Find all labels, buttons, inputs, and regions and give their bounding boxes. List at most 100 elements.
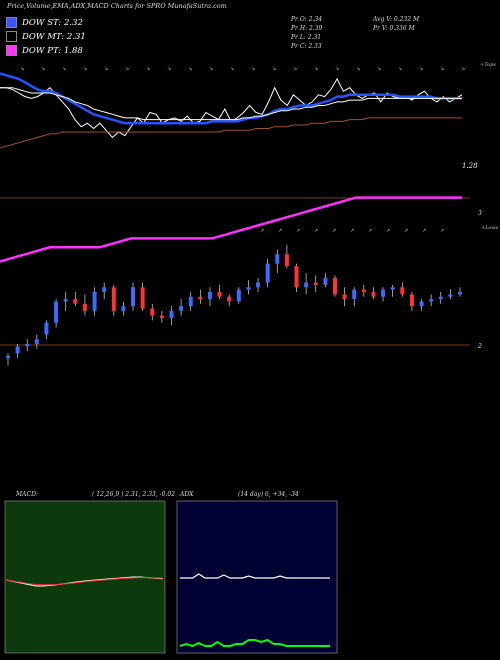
top-marker: ↘	[41, 66, 45, 72]
adx-params: (14 day) 6, +34, -34	[238, 491, 299, 498]
candle-body	[188, 296, 193, 307]
candle-body	[54, 301, 59, 323]
candle-body	[284, 254, 289, 266]
candle-body	[44, 322, 49, 335]
macd-title: MACD:	[16, 491, 38, 498]
chart-title: Price,Volume,EMA,ADX,MACD Charts for SPR…	[7, 2, 227, 10]
candle-body	[198, 296, 203, 300]
top-marker: ↘	[83, 66, 87, 72]
candle-body	[217, 292, 222, 297]
legend-dow-st: DOW ST: 2.32	[6, 17, 83, 28]
candle-body	[150, 308, 155, 316]
candle-body	[323, 277, 328, 285]
lows-label: +Lows	[481, 225, 499, 231]
macd-panel	[5, 576, 164, 587]
top-marker: ↘	[188, 66, 192, 72]
adx-line-1	[179, 638, 330, 648]
ema-line-4	[0, 196, 462, 263]
candle-body	[169, 310, 174, 318]
candle-body	[246, 287, 251, 290]
candle-body	[409, 294, 414, 307]
candle-body	[381, 289, 386, 297]
top-marker: ↘	[440, 66, 444, 72]
legend-swatch-icon	[6, 31, 17, 42]
low-marker: ↗	[314, 228, 318, 234]
candle-body	[15, 346, 20, 354]
low-marker: ↗	[422, 228, 426, 234]
macd-params: ( 12,26,9 ) 2.31, 2.33, -0.02	[92, 491, 176, 498]
candle-body	[73, 299, 78, 304]
legend-dow-mt: DOW MT: 2.31	[6, 31, 86, 42]
price-ema-panel: ↘ ↘ ↘ ↘ ↘ ↘ ↘ ↘ ↘ ↘ ↘ ↘ ↘ ↘ ↘ ↘ ↘ ↘ ↘ ↘ ↘ ↘	[0, 66, 470, 263]
low-marker: ↗	[350, 228, 354, 234]
low-marker: ↗	[332, 228, 336, 234]
candle-body	[102, 287, 107, 292]
adx-line-0	[180, 573, 330, 579]
candle-body	[275, 254, 280, 264]
stat-pr-high: Pr H: 2.39	[291, 25, 323, 32]
legend-swatch-icon	[6, 45, 17, 56]
candle-body	[458, 292, 462, 295]
top-marker: ↘	[209, 66, 213, 72]
top-marker: ↘	[335, 66, 339, 72]
candle-body	[92, 292, 97, 311]
candle-body	[207, 292, 212, 300]
top-marker: ↘	[104, 66, 108, 72]
top-marker: ↘	[314, 66, 318, 72]
candle-body	[34, 339, 39, 344]
candle-body	[131, 287, 136, 307]
adx-panel	[179, 573, 330, 648]
top-marker: ↘	[146, 66, 150, 72]
candle-body	[342, 294, 347, 300]
stat-pr-volume: Pr V: 0.336 M	[373, 25, 415, 32]
top-marker: ↘	[125, 66, 129, 72]
stat-pr-open: Pr O: 2.34	[291, 16, 323, 23]
ema-line-2	[0, 87, 462, 121]
candle-body	[400, 287, 405, 295]
legend-label: DOW PT: 1.88	[22, 45, 83, 56]
legend-swatch-icon	[6, 17, 17, 28]
low-marker: ↗	[260, 228, 264, 234]
candle-body	[256, 282, 261, 288]
candle-body	[361, 289, 366, 292]
top-marker: ↘	[20, 66, 24, 72]
top-marker: ↘	[377, 66, 381, 72]
candle-body	[294, 266, 299, 288]
adx-panel-bg	[176, 500, 338, 654]
stat-pr-low: Pr L: 2.31	[291, 34, 322, 41]
candle-body	[63, 299, 68, 302]
candle-body	[332, 277, 337, 295]
candle-body	[371, 292, 376, 297]
top-marker: ↘	[62, 66, 66, 72]
low-marker: ↗	[368, 228, 372, 234]
candle-body	[236, 289, 241, 302]
candle-body	[82, 303, 87, 311]
top-marker: ↘	[272, 66, 276, 72]
macd-line-0	[5, 576, 164, 587]
candle-body	[448, 294, 453, 297]
candle-body	[121, 306, 126, 311]
candle-panel: ↗ ↗ ↗ ↗ ↗ ↗ ↗ ↗ ↗ ↗ ↗	[0, 228, 470, 366]
candle-body	[25, 344, 30, 347]
stat-avg-volume: Avg V: 0.232 M	[373, 16, 420, 23]
low-marker: ↗	[440, 228, 444, 234]
legend-label: DOW MT: 2.31	[22, 31, 86, 42]
level-label-lower: 2	[478, 343, 482, 350]
legend-dow-pt: DOW PT: 1.88	[6, 45, 83, 56]
candle-body	[227, 296, 232, 302]
top-marker: ↘	[356, 66, 360, 72]
candle-body	[352, 289, 357, 300]
top-marker: ↘	[398, 66, 402, 72]
candle-body	[111, 287, 116, 311]
candle-body	[390, 287, 395, 290]
top-marker: ↘	[419, 66, 423, 72]
ema-line-3	[0, 117, 462, 149]
ema-line-1	[0, 72, 462, 125]
low-marker: ↗	[404, 228, 408, 234]
legend-label: DOW ST: 2.32	[22, 17, 83, 28]
adx-title: ADX	[180, 491, 194, 498]
low-marker: ↗	[278, 228, 282, 234]
stat-pr-close: Pr C: 2.33	[291, 43, 322, 50]
candle-body	[265, 263, 270, 283]
